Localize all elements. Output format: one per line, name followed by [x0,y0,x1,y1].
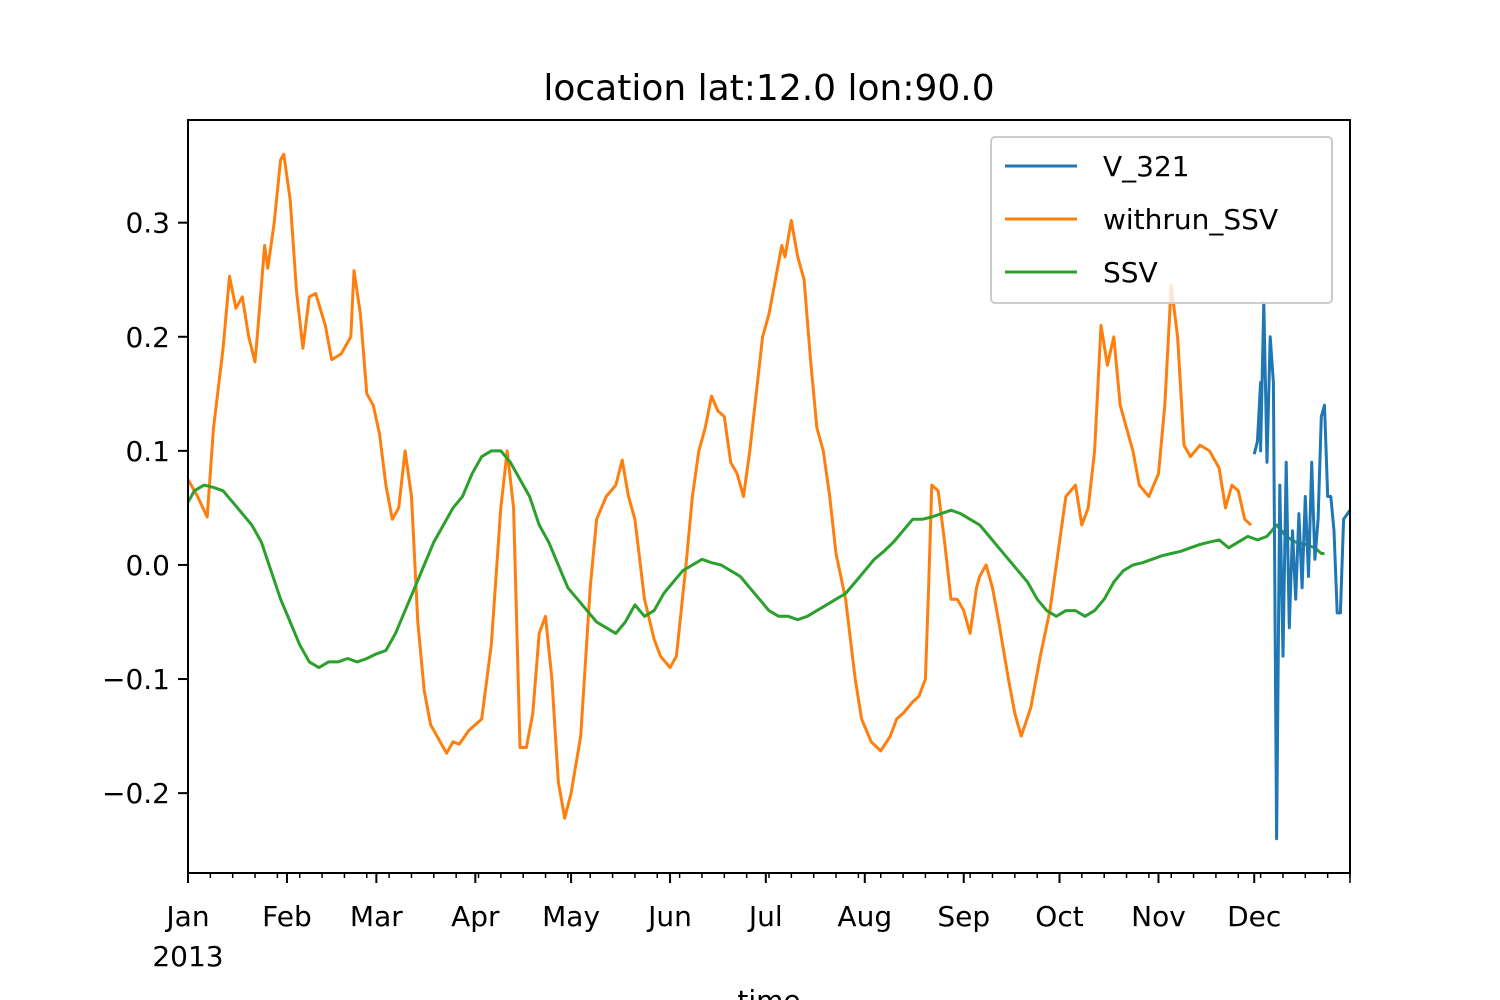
x-tick-label: Apr [451,900,500,933]
x-axis: Jan Feb Mar Apr May Jun Jul Aug Sep Oct Nov Dec [164,873,1351,933]
legend-entries: V_321 withrun_SSV SSV [1005,150,1278,289]
x-year-label: 2013 [152,940,223,973]
series-layer [186,152,1352,841]
x-tick-label: Feb [262,900,312,933]
legend-label: withrun_SSV [1103,203,1278,236]
series-line-withrun-ssv [186,152,1253,820]
y-tick-label: −0.1 [102,663,170,696]
y-axis: −0.2 −0.1 0.0 0.1 0.2 0.3 [102,207,188,810]
y-tick-label: 0.3 [125,207,170,240]
x-tick-label: Mar [350,900,403,933]
x-tick-label: Jan [164,900,209,933]
chart-title: location lat:12.0 lon:90.0 [543,68,994,109]
y-tick-label: 0.1 [125,435,170,468]
x-tick-label: Nov [1131,900,1186,933]
series-line-v-321 [1252,301,1352,841]
legend-frame [990,136,1333,304]
x-tick-label: May [542,900,600,933]
x-tick-label: Aug [837,900,892,933]
legend-label: SSV [1103,256,1158,289]
y-tick-label: 0.0 [125,549,170,582]
x-tick-label: Dec [1227,900,1281,933]
x-tick-label: Oct [1035,900,1083,933]
x-tick-label: Jul [747,900,783,933]
x-tick-label: Sep [937,900,990,933]
x-tick-label: Jun [646,900,692,933]
legend-label: V_321 [1103,150,1190,183]
legend: V_321 withrun_SSV SSV [990,136,1333,304]
y-tick-label: 0.2 [125,321,170,354]
series-line-ssv [186,449,1325,670]
x-axis-label: time [737,984,800,1000]
y-tick-label: −0.2 [102,777,170,810]
